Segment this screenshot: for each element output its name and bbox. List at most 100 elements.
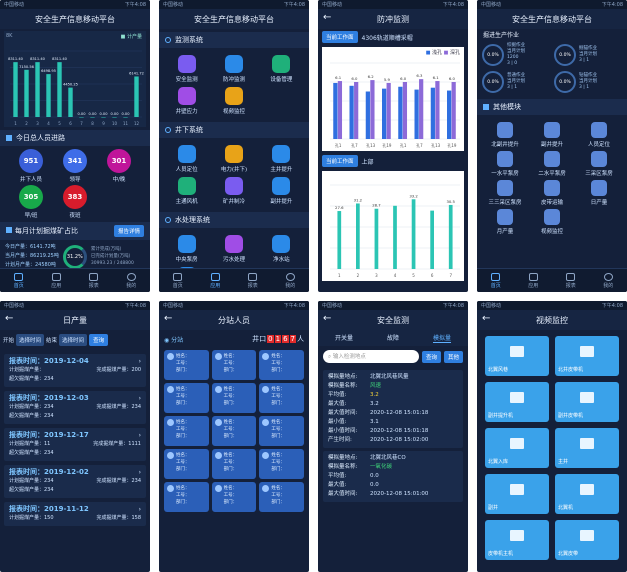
nav-reports[interactable]: 报表 [89,272,99,289]
search-button[interactable]: 查询 [421,350,441,363]
back-arrow-icon[interactable]: ← [164,313,173,324]
report-record[interactable]: 报表时间：2019-12-03 › 计划掘煤产量：234 完成掘煤产量：234 超欠掘煤… [4,391,146,424]
person-card[interactable]: 姓名： 工号： 部门： [164,482,209,512]
module-item[interactable]: 月产量 [483,209,527,235]
other-button[interactable]: 其他 [443,350,463,363]
personnel-stat[interactable]: 305 早/班 [10,185,52,219]
nav-me[interactable]: 我的 [126,272,136,289]
app-item[interactable]: 净水站 [260,235,303,263]
analog-card-2[interactable]: 模拟量地点: 北翼北风巷CO 模拟量名称: 一氧化碳 平均值: 0.0 最大值: 0.0 最大值… [323,451,463,502]
video-folder[interactable]: 北翼机 [555,474,619,514]
app-item[interactable]: 电力(井下) [212,145,255,173]
nav-apps[interactable]: 应用 [51,272,61,289]
station-tag[interactable]: ◉ 分站 [164,336,184,344]
video-folder[interactable]: 北翼风巷 [485,336,549,376]
start-date-picker[interactable]: 选择时间 [16,334,45,346]
back-arrow-icon[interactable]: ← [482,313,491,324]
nav-home[interactable]: 首页 [14,272,24,289]
nav-reports[interactable]: 报表 [248,272,258,289]
app-item[interactable]: 设备管理 [260,55,303,83]
video-folder[interactable]: 北翼入库 [485,428,549,468]
module-item[interactable]: 三三采区泵房 [483,180,527,206]
analog-card-1[interactable]: 模拟量地点: 北翼北风巷风量 模拟量名称: 风速 平均值: 3.2 最大值: 3.2 最大值时间… [323,370,463,448]
module-item[interactable]: 一水平泵房 [483,151,527,177]
app-item[interactable]: 主井提升 [260,145,303,173]
production-stat[interactable]: 0.0% 掘锚作业 当月计划 3 | 1 [554,43,622,67]
app-item[interactable]: 主通风机 [165,177,208,205]
person-card[interactable]: 姓名： 工号： 部门： [211,416,257,446]
person-card[interactable]: 姓名： 工号： 部门： [211,449,257,479]
module-item[interactable]: 日产量 [577,180,621,206]
tab-fault[interactable]: 故障 [386,335,399,342]
person-card[interactable]: 姓名： 工号： 部门： [164,350,209,380]
tab-switch[interactable]: 开关量 [334,335,353,342]
completion-ring: 31.2% [62,244,87,269]
back-arrow-icon[interactable]: ← [323,12,332,23]
person-card[interactable]: 姓名： 工号： 部门： [259,350,304,380]
personnel-stat[interactable]: 383 夜班 [54,185,96,219]
personnel-stat[interactable]: 301 中/晚 [98,149,140,183]
module-item[interactable]: 视频监控 [530,209,574,235]
report-detail-button[interactable]: 报告详情 [113,225,144,237]
video-folder[interactable]: 副井提升机 [485,382,549,422]
report-record[interactable]: 报表时间：2019-12-02 › 计划掘煤产量：234 完成掘煤产量：234 超欠掘煤… [4,465,146,498]
app-item[interactable]: 井壁应力 [165,87,208,115]
app-item[interactable]: 视频监控 [212,87,255,115]
video-folder[interactable]: 主井 [555,428,619,468]
app-item[interactable]: 污水处理 [212,235,255,263]
query-button[interactable]: 查询 [89,334,109,346]
video-folder[interactable]: 北井皮带机 [555,336,619,376]
person-card[interactable]: 姓名： 工号： 部门： [259,383,304,413]
app-item[interactable]: 矿井制冷 [212,177,255,205]
person-card[interactable]: 姓名： 工号： 部门： [164,383,209,413]
nav-me[interactable]: 我的 [603,272,613,289]
module-item[interactable]: 三采区泵房 [577,151,621,177]
app-icon [224,55,243,73]
x-tick-label: 1 [338,273,341,278]
personnel-stat[interactable]: 951 井下人员 [10,149,52,183]
back-arrow-icon[interactable]: ← [323,313,332,324]
person-card[interactable]: 姓名： 工号： 部门： [259,482,304,512]
workface-tag[interactable]: 当前工作面 [322,155,358,167]
search-input[interactable]: ⌕ 输入检测地点 [323,350,419,363]
person-card[interactable]: 姓名： 工号： 部门： [164,449,209,479]
nav-home[interactable]: 首页 [491,272,501,289]
video-folder[interactable]: 北翼皮带 [555,520,619,560]
report-record[interactable]: 报表时间：2019-12-17 › 计划掘煤产量：11 完成掘煤产量：1111 超欠掘煤… [4,428,146,461]
module-item[interactable]: 皮带运输 [530,180,574,206]
person-card[interactable]: 姓名： 工号： 部门： [211,482,257,512]
nav-apps[interactable]: 应用 [210,272,220,289]
person-card[interactable]: 姓名： 工号： 部门： [211,383,257,413]
video-folder[interactable]: 皮带机主机 [485,520,549,560]
module-item[interactable]: 副井提升 [530,122,574,148]
title-bar: ← 安全监测 [318,310,468,330]
app-item[interactable]: 防冲监测 [212,55,255,83]
back-arrow-icon[interactable]: ← [5,313,14,324]
app-item[interactable]: 安全监测 [165,55,208,83]
app-item[interactable]: 副井提升 [260,177,303,205]
nav-me[interactable]: 我的 [285,272,295,289]
person-card[interactable]: 姓名： 工号： 部门： [211,350,257,380]
workface-tag[interactable]: 当前工作面 [322,31,358,43]
personnel-stat[interactable]: 341 领导 [54,149,96,183]
person-card[interactable]: 姓名： 工号： 部门： [259,449,304,479]
nav-apps[interactable]: 应用 [528,272,538,289]
video-folder[interactable]: 副井 [485,474,549,514]
report-record[interactable]: 报表时间：2019-11-12 › 计划掘煤产量：150 完成掘煤产量：158 [4,502,146,526]
video-folder[interactable]: 副井皮带机 [555,382,619,422]
end-date-picker[interactable]: 选择时间 [59,334,88,346]
production-stat[interactable]: 0.0% 综掘作业 当月计划 1200 3 | 0 [482,43,550,67]
tab-analog[interactable]: 模拟量 [432,335,451,343]
person-card[interactable]: 姓名： 工号： 部门： [164,416,209,446]
production-stat[interactable]: 0.0% 钻锚作业 当月计划 3 | 1 [554,71,622,93]
nav-home[interactable]: 首页 [173,272,183,289]
app-item[interactable]: 中央泵房 [165,235,208,263]
module-item[interactable]: 人员定位 [577,122,621,148]
nav-reports[interactable]: 报表 [566,272,576,289]
app-item[interactable]: 人员定位 [165,145,208,173]
report-record[interactable]: 报表时间：2019-12-04 › 计划掘煤产量： 完成掘煤产量：200 超欠掘煤产量：… [4,354,146,387]
person-card[interactable]: 姓名： 工号： 部门： [259,416,304,446]
production-stat[interactable]: 0.0% 普通作业 当月计划 3 | 1 [482,71,550,93]
module-item[interactable]: 北副井提升 [483,122,527,148]
module-item[interactable]: 二水平泵房 [530,151,574,177]
